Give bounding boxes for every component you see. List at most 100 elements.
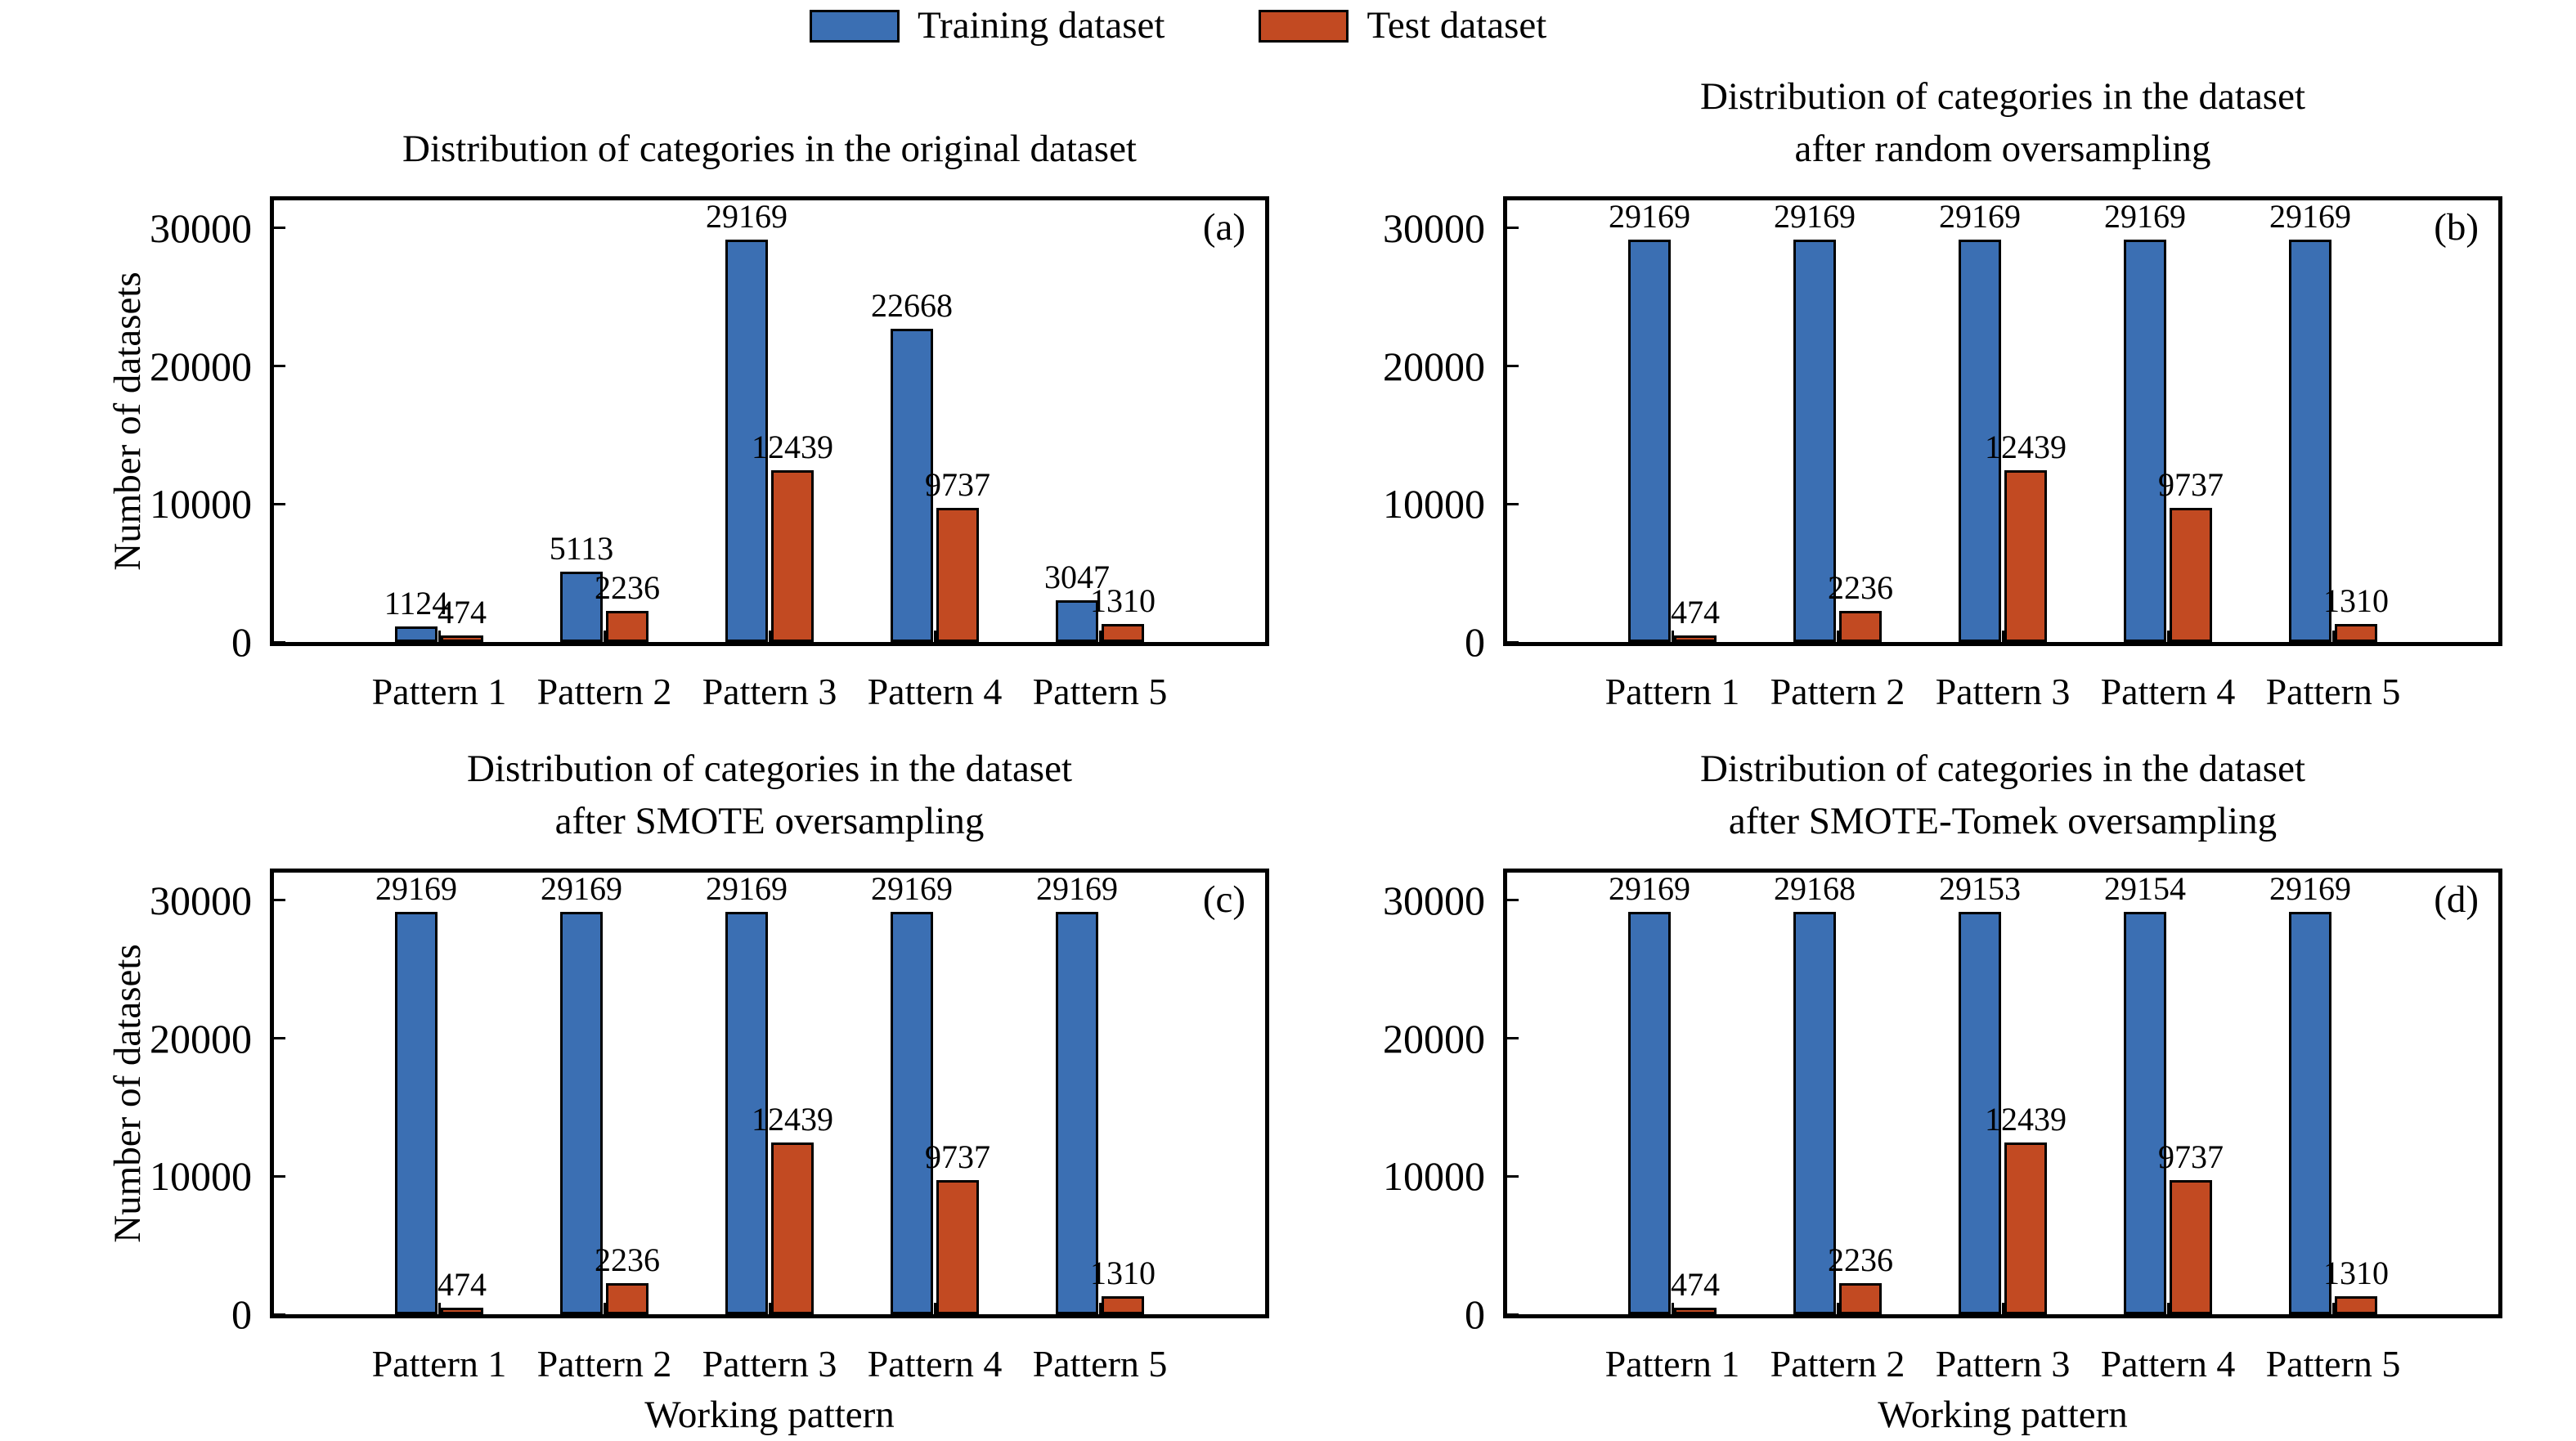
y-tick-mark bbox=[274, 365, 285, 367]
value-label: 12439 bbox=[1985, 429, 2067, 466]
y-tick-label: 20000 bbox=[1383, 343, 1485, 389]
y-tick-mark bbox=[274, 899, 285, 902]
value-label: 474 bbox=[438, 594, 487, 631]
y-tick-label: 30000 bbox=[150, 204, 252, 251]
chart-title: Distribution of categories in the datase… bbox=[467, 743, 1072, 847]
y-tick-label: 30000 bbox=[1383, 877, 1485, 923]
y-axis-label: Number of datasets bbox=[106, 272, 149, 571]
bar-training-pattern-1 bbox=[395, 911, 438, 1314]
x-tick-mark bbox=[1836, 1303, 1839, 1314]
value-label: 29169 bbox=[2104, 197, 2186, 235]
value-label: 29169 bbox=[1609, 197, 1690, 235]
chart-title-line: Distribution of categories in the datase… bbox=[466, 747, 1073, 790]
x-tick-label: Pattern 3 bbox=[702, 1343, 837, 1385]
legend-item: Test dataset bbox=[1259, 7, 1546, 45]
bar-test-pattern-2 bbox=[606, 611, 648, 642]
chart-title-line: Distribution of categories in the datase… bbox=[1699, 75, 2306, 118]
plot-area-c: Distribution of categories in the datase… bbox=[106, 747, 1269, 1434]
x-tick-mark bbox=[1098, 1303, 1102, 1314]
x-tick-label: Pattern 4 bbox=[2100, 671, 2236, 712]
value-label: 22668 bbox=[871, 287, 953, 325]
x-tick-mark bbox=[1671, 1303, 1674, 1314]
x-tick-label: Pattern 5 bbox=[1032, 671, 1168, 712]
bar-training-pattern-2 bbox=[1793, 911, 1836, 1314]
y-tick-label: 0 bbox=[1465, 619, 1485, 665]
x-tick-mark bbox=[1098, 631, 1102, 642]
bar-training-pattern-5 bbox=[1056, 599, 1098, 642]
value-label: 1310 bbox=[2323, 581, 2389, 619]
bar-test-pattern-5 bbox=[2335, 1295, 2377, 1314]
y-tick-label: 10000 bbox=[1383, 481, 1485, 527]
x-tick-mark bbox=[933, 1303, 936, 1314]
x-tick-label: Pattern 4 bbox=[867, 671, 1003, 712]
chart-title-line: after SMOTE-Tomek oversampling bbox=[1728, 800, 2278, 842]
legend-item-label: Test dataset bbox=[1367, 4, 1547, 47]
x-tick-mark bbox=[2001, 1303, 2004, 1314]
x-tick-label: Pattern 5 bbox=[2265, 671, 2401, 712]
subplot-letter-label: (a) bbox=[1202, 206, 1245, 249]
bar-training-pattern-2 bbox=[1793, 239, 1836, 642]
x-tick-label: Pattern 1 bbox=[1604, 671, 1740, 712]
value-label: 9737 bbox=[925, 465, 990, 503]
bar-training-pattern-3 bbox=[725, 239, 768, 642]
value-label: 29169 bbox=[1939, 197, 2021, 235]
value-label: 474 bbox=[1671, 594, 1720, 631]
x-tick-label: Pattern 1 bbox=[1604, 1343, 1740, 1385]
y-tick-mark bbox=[274, 640, 285, 644]
value-label: 2236 bbox=[1828, 569, 1893, 607]
y-tick-mark bbox=[1507, 502, 1519, 505]
value-label: 29169 bbox=[2269, 197, 2351, 235]
y-tick-mark bbox=[274, 1174, 285, 1178]
bar-training-pattern-3 bbox=[1959, 912, 2001, 1314]
training-dataset-swatch bbox=[810, 9, 900, 43]
y-tick-mark bbox=[1507, 365, 1519, 367]
subplot-letter-label: (b) bbox=[2434, 206, 2479, 249]
bar-test-pattern-3 bbox=[2004, 1142, 2047, 1314]
plot-area-b: Distribution of categories in the datase… bbox=[1383, 75, 2502, 711]
y-tick-label: 30000 bbox=[1383, 204, 1485, 251]
value-label: 5113 bbox=[549, 529, 614, 567]
value-label: 474 bbox=[438, 1266, 487, 1304]
bar-test-pattern-4 bbox=[2170, 1179, 2212, 1314]
chart-title-line: after SMOTE oversampling bbox=[554, 800, 985, 842]
y-tick-mark bbox=[1507, 640, 1519, 644]
y-tick-mark bbox=[274, 1037, 285, 1039]
y-tick-mark bbox=[1507, 1174, 1519, 1178]
value-label: 12439 bbox=[752, 1101, 833, 1138]
bar-training-pattern-1 bbox=[1628, 239, 1671, 642]
x-tick-mark bbox=[2001, 631, 2004, 642]
x-tick-label: Pattern 2 bbox=[1770, 1343, 1905, 1385]
bar-test-pattern-1 bbox=[1674, 1308, 1717, 1314]
value-label: 29169 bbox=[1036, 869, 1118, 907]
y-tick-mark bbox=[274, 227, 285, 230]
bar-test-pattern-5 bbox=[1102, 1295, 1144, 1314]
value-label: 29169 bbox=[375, 869, 457, 907]
x-tick-label: Pattern 2 bbox=[536, 671, 672, 712]
bar-test-pattern-3 bbox=[771, 1142, 814, 1314]
y-tick-mark bbox=[1507, 899, 1519, 902]
bar-training-pattern-5 bbox=[2289, 239, 2331, 642]
x-tick-label: Pattern 4 bbox=[2100, 1343, 2236, 1385]
value-label: 9737 bbox=[2158, 465, 2224, 503]
bar-training-pattern-1 bbox=[395, 626, 438, 642]
x-tick-mark bbox=[768, 631, 771, 642]
x-tick-mark bbox=[2166, 631, 2170, 642]
bar-test-pattern-1 bbox=[441, 1308, 483, 1314]
bar-training-pattern-5 bbox=[2289, 911, 2331, 1314]
bar-test-pattern-4 bbox=[2170, 507, 2212, 642]
value-label: 2236 bbox=[595, 569, 660, 607]
plot-area-d: Distribution of categories in the datase… bbox=[1383, 747, 2502, 1434]
x-tick-mark bbox=[768, 1303, 771, 1314]
bar-training-pattern-2 bbox=[560, 571, 603, 642]
y-tick-label: 20000 bbox=[1383, 1015, 1485, 1062]
x-tick-mark bbox=[2331, 631, 2335, 642]
value-label: 29153 bbox=[1939, 870, 2021, 908]
x-tick-mark bbox=[1836, 631, 1839, 642]
test-dataset-swatch bbox=[1259, 9, 1349, 43]
x-tick-mark bbox=[933, 631, 936, 642]
x-tick-label: Pattern 1 bbox=[371, 671, 507, 712]
x-tick-mark bbox=[438, 1303, 441, 1314]
bar-test-pattern-2 bbox=[1839, 611, 1882, 642]
plot-area-a: Distribution of categories in the origin… bbox=[106, 128, 1269, 711]
legend-item: Training dataset bbox=[810, 7, 1165, 45]
